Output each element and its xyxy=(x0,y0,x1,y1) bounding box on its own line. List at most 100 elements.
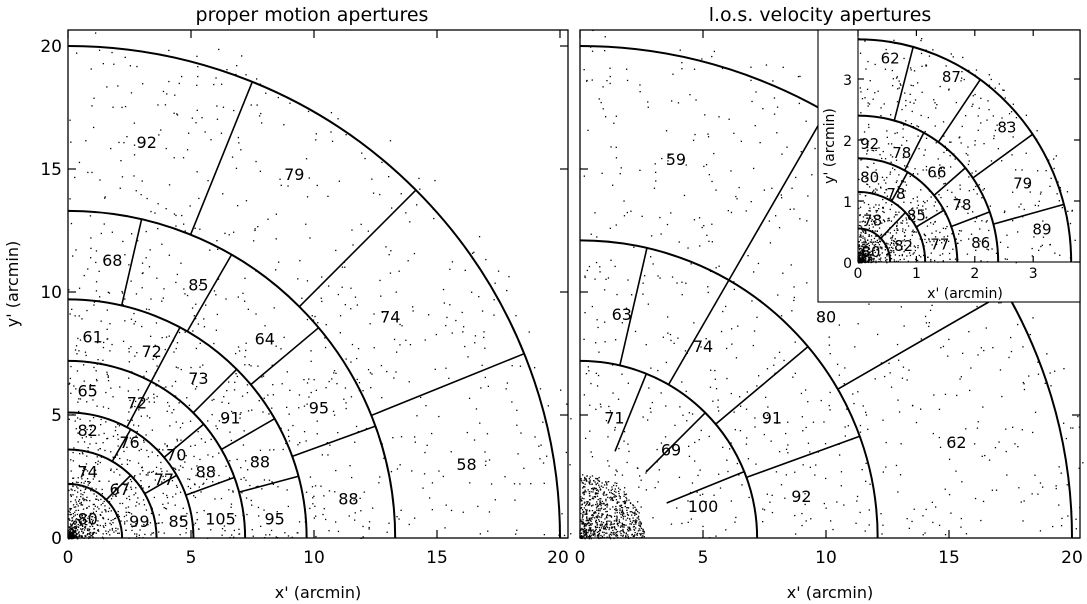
star-point xyxy=(196,109,198,111)
star-point xyxy=(939,231,941,234)
star-point xyxy=(580,507,583,509)
star-point xyxy=(86,428,88,431)
star-point xyxy=(861,245,863,247)
star-point xyxy=(733,288,735,291)
star-point xyxy=(942,121,945,123)
star-point xyxy=(83,491,85,494)
star-point xyxy=(594,496,597,498)
star-point xyxy=(106,309,108,311)
star-point xyxy=(890,386,893,388)
star-point xyxy=(220,497,223,500)
star-point xyxy=(793,286,795,288)
star-point xyxy=(893,242,895,245)
aperture-divider xyxy=(371,352,525,417)
star-point xyxy=(84,534,86,537)
star-point xyxy=(934,102,936,104)
aperture-count-label: 85 xyxy=(907,206,926,224)
star-point xyxy=(586,269,588,272)
star-point xyxy=(148,485,150,488)
star-point xyxy=(622,511,624,513)
star-point xyxy=(628,526,631,528)
star-point xyxy=(983,143,985,145)
star-point xyxy=(868,103,871,105)
star-point xyxy=(530,483,532,485)
star-point xyxy=(875,221,877,223)
star-point xyxy=(917,126,920,128)
star-point xyxy=(150,210,152,213)
star-point xyxy=(618,519,620,521)
star-point xyxy=(613,526,616,528)
star-point xyxy=(595,519,597,522)
x-tick-label: 20 xyxy=(1061,548,1083,568)
star-point xyxy=(629,523,631,525)
star-point xyxy=(615,531,618,533)
star-point xyxy=(750,66,752,68)
star-point xyxy=(887,143,890,145)
star-point xyxy=(610,259,612,261)
star-point xyxy=(259,449,262,451)
star-point xyxy=(385,246,387,248)
star-point xyxy=(485,460,487,462)
star-point xyxy=(585,530,587,532)
star-point xyxy=(839,454,841,456)
star-point xyxy=(598,533,600,535)
star-point xyxy=(635,519,637,521)
star-point xyxy=(74,526,76,528)
star-point xyxy=(75,509,77,512)
star-point xyxy=(70,365,72,368)
star-point xyxy=(168,335,170,337)
star-point xyxy=(257,506,260,509)
star-point xyxy=(774,357,776,359)
star-point xyxy=(162,503,164,505)
star-point xyxy=(368,521,371,523)
star-point xyxy=(197,75,199,78)
star-point xyxy=(606,80,608,82)
star-point xyxy=(1036,130,1038,132)
star-point xyxy=(866,183,868,185)
star-point xyxy=(395,371,397,373)
star-point xyxy=(582,482,584,484)
star-point xyxy=(1037,493,1039,495)
star-point xyxy=(94,469,97,471)
star-point xyxy=(887,243,889,245)
star-point xyxy=(591,79,593,81)
star-point xyxy=(863,202,865,204)
star-point xyxy=(516,529,518,531)
star-point xyxy=(906,222,908,224)
star-point xyxy=(89,536,91,538)
star-point xyxy=(80,520,82,522)
star-point xyxy=(897,88,899,90)
star-point xyxy=(305,491,308,493)
star-point xyxy=(736,462,738,465)
star-point xyxy=(75,518,78,520)
star-point xyxy=(934,221,936,223)
star-point xyxy=(271,481,273,483)
star-point xyxy=(126,520,128,522)
star-point xyxy=(590,530,593,532)
star-point xyxy=(173,157,175,159)
star-point xyxy=(588,538,590,540)
star-point xyxy=(91,171,93,174)
star-point xyxy=(379,476,381,478)
star-point xyxy=(381,161,383,163)
star-point xyxy=(883,179,885,181)
star-point xyxy=(95,378,98,381)
star-point xyxy=(386,370,388,373)
star-point xyxy=(632,504,634,506)
aperture-count-label: 92 xyxy=(860,135,879,153)
star-point xyxy=(83,274,85,277)
star-point xyxy=(156,277,158,279)
star-point xyxy=(299,442,301,444)
star-point xyxy=(687,500,689,502)
star-point xyxy=(619,509,621,512)
star-point xyxy=(141,262,144,264)
star-point xyxy=(135,435,137,437)
star-point xyxy=(83,380,85,382)
star-point xyxy=(965,533,968,535)
star-point xyxy=(442,288,445,291)
star-point xyxy=(908,369,910,371)
star-point xyxy=(416,415,418,417)
star-point xyxy=(70,534,72,536)
